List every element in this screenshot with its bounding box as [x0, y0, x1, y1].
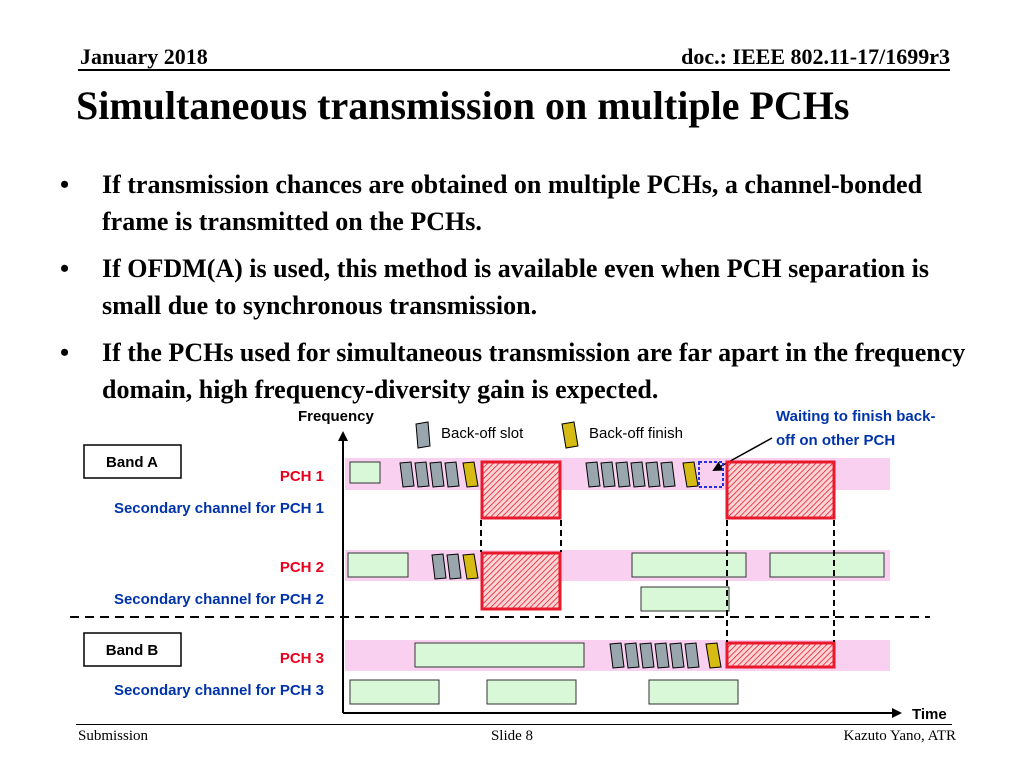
backoff-slot	[429, 461, 445, 488]
footer-slide-number: Slide 8	[490, 728, 534, 744]
header-divider	[78, 69, 950, 71]
bullet-list: • If transmission chances are obtained on…	[56, 166, 986, 418]
legend-backoff-finish-label: Back-off finish	[589, 425, 683, 442]
tx-frame-pch3	[725, 641, 836, 669]
backoff-slot	[431, 553, 447, 580]
backoff-slot	[414, 461, 430, 488]
bullet-item: • If transmission chances are obtained on…	[56, 166, 986, 240]
backoff-finish	[462, 461, 479, 488]
backoff-slot	[585, 461, 601, 488]
pch1-backoff-group-2	[585, 461, 724, 488]
pch2-backoff-group	[431, 553, 479, 580]
band-b-box	[83, 632, 182, 667]
backoff-slot	[645, 461, 661, 488]
backoff-slot	[684, 642, 700, 669]
backoff-slot	[660, 461, 676, 488]
pch3-label: PCH 3	[280, 650, 324, 667]
pch2-frame	[769, 552, 885, 578]
secondary-channel-pch3-label: Secondary channel for PCH 3	[114, 682, 324, 699]
backoff-slot	[609, 642, 625, 669]
backoff-slot	[639, 642, 655, 669]
bullet-text: If transmission chances are obtained on …	[102, 170, 923, 236]
bullet-dot-icon: •	[60, 338, 70, 367]
pch1-label: PCH 1	[280, 468, 324, 485]
waiting-note-line2: off on other PCH	[776, 432, 895, 449]
bullet-dot-icon: •	[60, 170, 70, 199]
pch2-label: PCH 2	[280, 559, 324, 576]
tx-frame-pch2	[480, 551, 562, 611]
backoff-slot	[600, 461, 616, 488]
pch3-frame	[414, 642, 585, 668]
secondary-pch2-frame	[640, 586, 730, 612]
legend-backoff-slot-label: Back-off slot	[441, 425, 524, 442]
backoff-slot	[654, 642, 670, 669]
pch2-frame	[347, 552, 409, 578]
header-date: January 2018	[80, 44, 208, 69]
legend-backoff-finish-icon	[561, 421, 579, 449]
backoff-slot	[630, 461, 646, 488]
secondary-channel-pch2-label: Secondary channel for PCH 2	[114, 591, 324, 608]
pch2-frame	[631, 552, 747, 578]
bullet-text: If the PCHs used for simultaneous transm…	[102, 338, 966, 404]
secondary-pch3-frame	[486, 679, 577, 705]
backoff-finish	[462, 553, 479, 580]
legend-backoff-slot-icon	[415, 421, 431, 449]
bullet-text: If OFDM(A) is used, this method is avail…	[102, 254, 929, 320]
waiting-slot-box	[698, 461, 724, 488]
secondary-pch3-frame	[648, 679, 739, 705]
footer-submission: Submission	[78, 728, 149, 744]
footer-divider	[76, 724, 952, 725]
tx-frame-pch1	[725, 460, 836, 520]
band-a-label: Band A	[106, 454, 158, 471]
band-a-box	[83, 444, 182, 479]
pch3-backoff-group	[609, 642, 722, 669]
backoff-slot	[446, 553, 462, 580]
waiting-note-line1: Waiting to finish back-	[776, 408, 935, 425]
frequency-axis-label: Frequency	[298, 408, 375, 425]
secondary-pch3-frame	[349, 679, 440, 705]
backoff-finish	[705, 642, 722, 669]
header-doc-id: doc.: IEEE 802.11-17/1699r3	[681, 44, 950, 69]
backoff-slot	[399, 461, 415, 488]
backoff-slot	[444, 461, 460, 488]
time-axis-label: Time	[912, 706, 947, 720]
pch1-backoff-group-1	[399, 461, 479, 488]
tx-frame-pch1	[480, 460, 562, 520]
backoff-slot	[624, 642, 640, 669]
backoff-slot	[669, 642, 685, 669]
footer-author: Kazuto Yano, ATR	[843, 728, 956, 744]
secondary-channel-pch1-label: Secondary channel for PCH 1	[114, 500, 324, 517]
channel-timing-diagram: Frequency Time Back-off slot Back-off fi…	[70, 408, 947, 720]
bullet-dot-icon: •	[60, 254, 70, 283]
bullet-item: • If OFDM(A) is used, this method is avai…	[56, 250, 986, 324]
backoff-slot	[615, 461, 631, 488]
backoff-finish	[682, 461, 699, 488]
slide-title: Simultaneous transmission on multiple PC…	[76, 83, 850, 128]
bullet-item: • If the PCHs used for simultaneous trans…	[56, 334, 986, 408]
pch1-frame	[349, 461, 381, 484]
band-b-label: Band B	[106, 642, 159, 659]
